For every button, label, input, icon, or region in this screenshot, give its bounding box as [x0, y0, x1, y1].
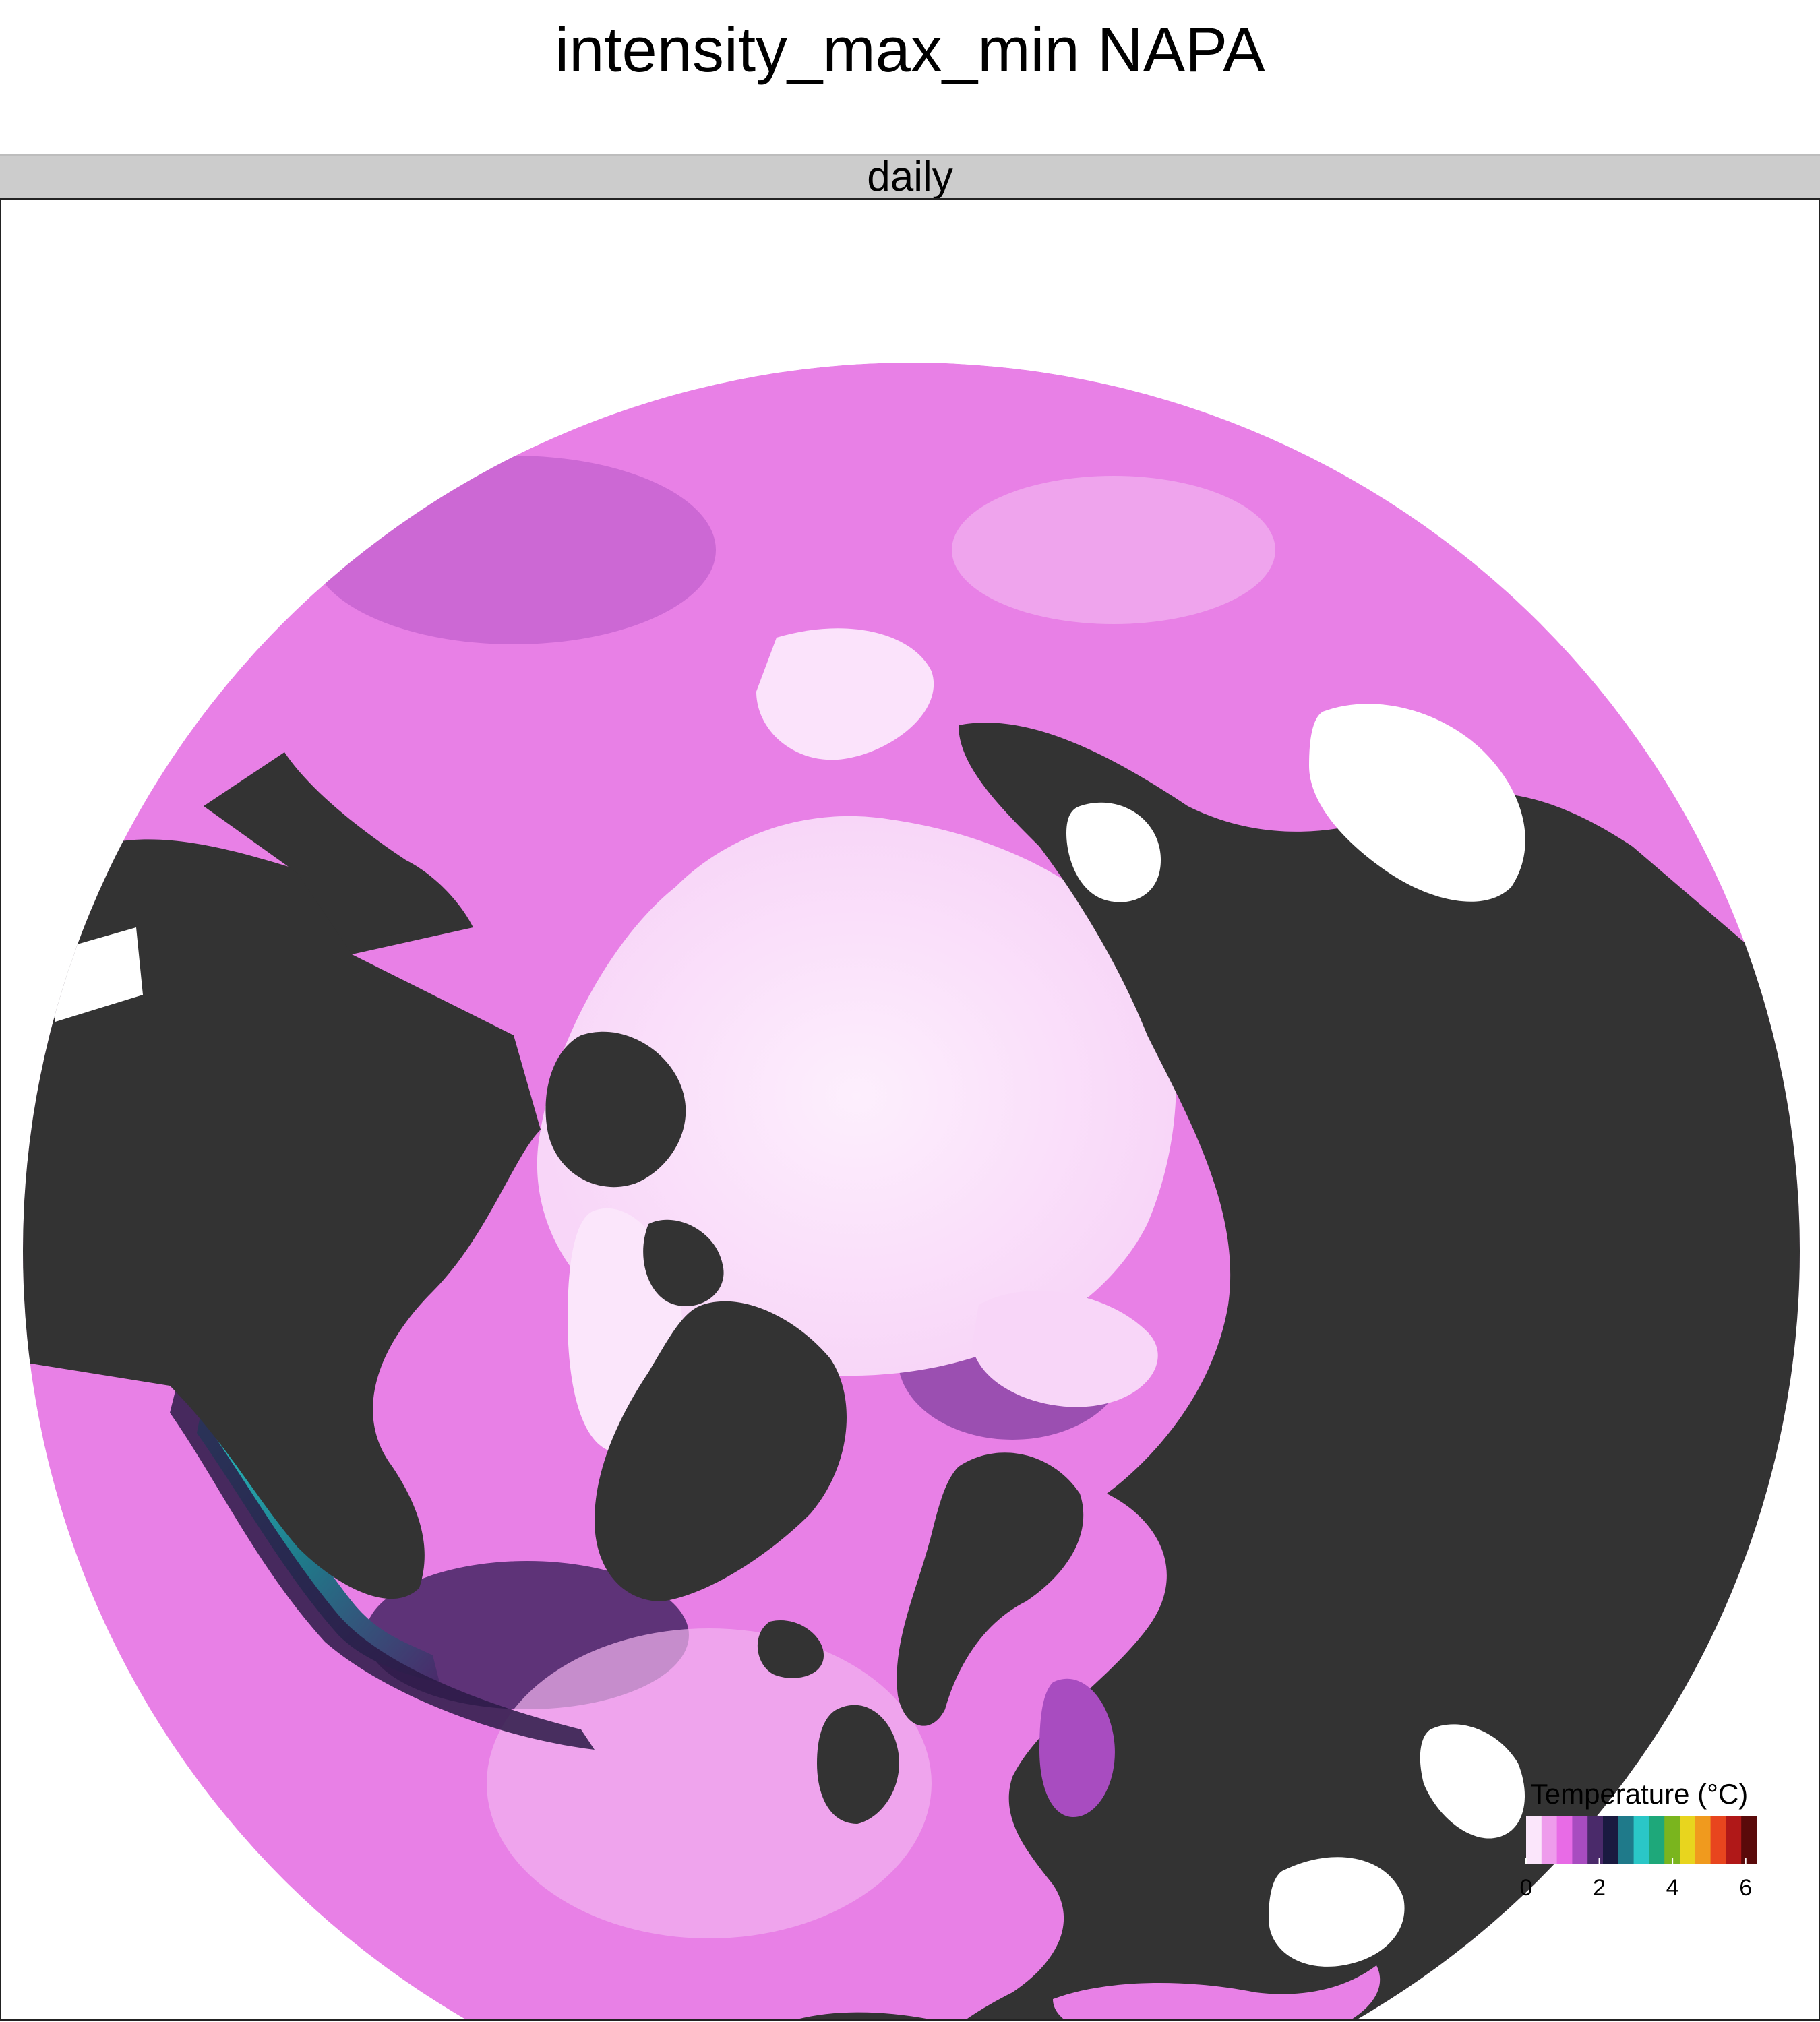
legend-color-step: [1541, 1816, 1558, 1864]
legend-color-step: [1649, 1816, 1665, 1864]
legend-color-step: [1618, 1816, 1635, 1864]
light-atlantic-patch: [487, 1628, 932, 1938]
pacific-dark-patch: [311, 456, 716, 644]
bering-ice: [756, 628, 934, 760]
gulf-stream-dark-edge: [170, 1386, 595, 1750]
legend-color-step: [1710, 1816, 1726, 1864]
legend-color-step: [1664, 1816, 1680, 1864]
legend-color-step: [1695, 1816, 1711, 1864]
legend-tick-label: 2: [1593, 1875, 1606, 1901]
greenland: [595, 1301, 847, 1601]
map-svg: Temperature (°C) 0 2 4 6: [23, 363, 1800, 2019]
mediterranean-sea: [1053, 1965, 1381, 2019]
legend-tick-label: 4: [1666, 1875, 1679, 1901]
legend-color-step: [1741, 1816, 1757, 1864]
missing-3: [1420, 1724, 1525, 1839]
alaska: [204, 752, 473, 954]
missing-data: [42, 704, 1673, 1967]
legend-ticks: 0 2 4 6: [1520, 1858, 1752, 1901]
canadian-archipelago: [545, 1031, 686, 1188]
legend-color-step: [1680, 1816, 1696, 1864]
legend-colorbar: [1526, 1816, 1757, 1864]
legend-color-step: [1726, 1816, 1742, 1864]
legend-tick-label: 6: [1739, 1875, 1752, 1901]
north-america: [23, 839, 541, 1599]
legend-tick-label: 0: [1520, 1875, 1533, 1901]
british-isles: [817, 1705, 899, 1824]
globe: [23, 363, 1800, 2019]
barents-ice: [972, 1291, 1158, 1407]
arctic-island-1: [643, 1219, 724, 1306]
light-pacific-patch: [952, 476, 1275, 624]
legend-color-step: [1526, 1816, 1542, 1864]
facet-label: daily: [867, 154, 953, 200]
map-panel: Temperature (°C) 0 2 4 6: [0, 198, 1820, 2021]
missing-1: [1309, 704, 1525, 902]
missing-6: [1565, 1858, 1673, 1952]
legend: Temperature (°C) 0 2 4 6: [1520, 1778, 1757, 1901]
legend-title: Temperature (°C): [1531, 1778, 1749, 1810]
legend-color-step: [1603, 1816, 1619, 1864]
legend-color-step: [1587, 1816, 1604, 1864]
legend-color-step: [1633, 1816, 1649, 1864]
missing-2: [1066, 802, 1161, 902]
legend-color-step: [1556, 1816, 1573, 1864]
missing-4: [1269, 1857, 1405, 1967]
legend-color-step: [1572, 1816, 1588, 1864]
page-title: intensity_max_min NAPA: [555, 14, 1265, 85]
iceland: [757, 1620, 824, 1678]
facet-strip: daily: [0, 154, 1820, 199]
baltic-sea: [1039, 1678, 1115, 1817]
scandinavia: [897, 1452, 1084, 1726]
